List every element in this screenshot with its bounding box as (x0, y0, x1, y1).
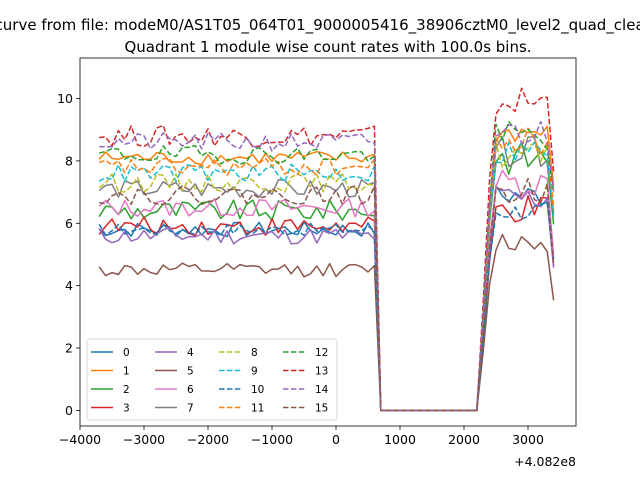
y-axis-ticks: 0 2 4 6 8 10 (57, 91, 80, 418)
legend-label-10: 10 (251, 384, 264, 396)
x-tick-label: 3000 (512, 432, 544, 447)
x-tick-label: 0 (332, 432, 340, 447)
legend-label-1: 1 (123, 365, 130, 377)
legend-label-6: 6 (187, 384, 194, 396)
legend-label-12: 12 (315, 347, 328, 359)
legend-label-0: 0 (123, 347, 130, 359)
y-tick-label: 6 (65, 216, 73, 231)
y-tick-label: 2 (65, 341, 73, 356)
figure-suptitle: Lightcurve from file: modeM0/AS1T05_064T… (0, 16, 640, 35)
series-line-15 (99, 177, 555, 412)
legend-label-4: 4 (187, 347, 194, 359)
series-line-10 (98, 201, 555, 412)
legend-label-14: 14 (315, 384, 329, 396)
series-line-4 (98, 186, 555, 412)
x-tick-label: 2000 (448, 432, 480, 447)
legend-label-13: 13 (315, 365, 328, 377)
chart-title: Quadrant 1 module wise count rates with … (124, 38, 531, 56)
plot-area: −4000 −3000 −2000 −1000 0 1000 2000 3000 0 2 4 6 8 1… (57, 57, 577, 469)
legend-label-9: 9 (251, 365, 258, 377)
y-tick-label: 10 (57, 91, 73, 106)
legend-label-11: 11 (251, 402, 264, 414)
series-layer (98, 87, 555, 412)
x-axis-ticks: −4000 −3000 −2000 −1000 0 1000 2000 3000 (59, 426, 544, 447)
y-tick-label: 8 (65, 153, 73, 168)
series-line-14 (99, 120, 555, 412)
x-tick-label: −3000 (123, 432, 165, 447)
x-tick-label: 1000 (384, 432, 416, 447)
series-line-9 (98, 141, 555, 412)
series-line-5 (98, 233, 555, 412)
legend-label-7: 7 (187, 402, 194, 414)
x-tick-label: −2000 (187, 432, 229, 447)
y-tick-label: 4 (65, 278, 73, 293)
x-tick-label: −4000 (59, 432, 101, 447)
axes-frame (79, 57, 577, 427)
legend-label-5: 5 (187, 365, 194, 377)
x-offset-label: +4.082e8 (514, 454, 576, 469)
legend-label-15: 15 (315, 402, 328, 414)
y-tick-label: 0 (65, 403, 73, 418)
series-line-13 (99, 87, 555, 412)
legend-label-2: 2 (123, 384, 130, 396)
legend-label-3: 3 (123, 402, 130, 414)
series-line-8 (98, 141, 555, 412)
legend-frame (86, 338, 338, 421)
x-tick-label: −1000 (251, 432, 293, 447)
legend-label-8: 8 (251, 347, 258, 359)
